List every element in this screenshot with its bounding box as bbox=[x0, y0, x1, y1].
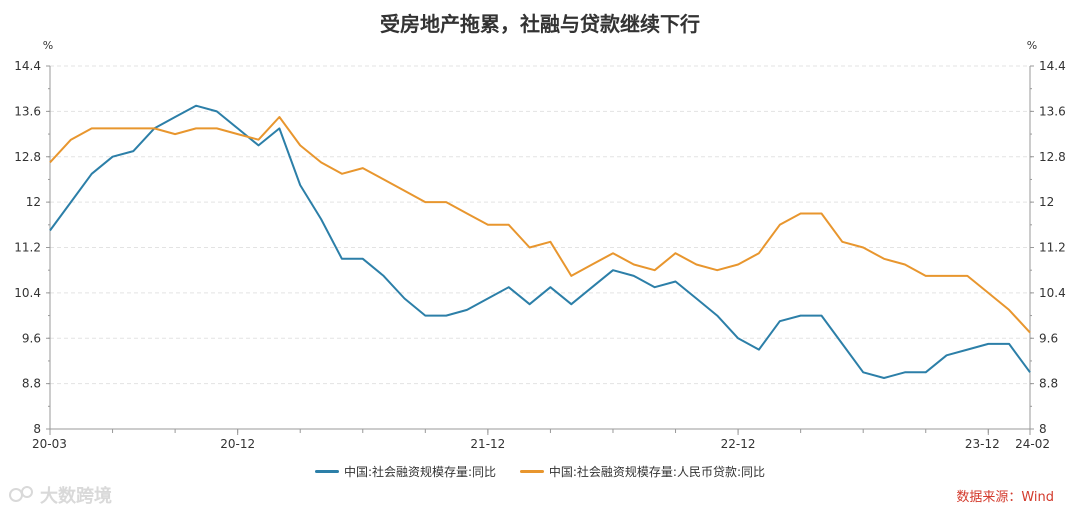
legend-item-series-1[interactable]: 中国:社会融资规模存量:同比 bbox=[314, 463, 497, 480]
x-tick-label: 23-12 bbox=[965, 437, 1000, 451]
x-tick-label: 20-12 bbox=[220, 437, 255, 451]
x-tick-label: 22-12 bbox=[721, 437, 756, 451]
y-tick-label-right: 14.4 bbox=[1039, 59, 1066, 73]
y-axis-unit-left: % bbox=[43, 39, 53, 52]
x-tick-label: 24-02 bbox=[1015, 437, 1050, 451]
logo-icon bbox=[9, 486, 33, 502]
series-line-2 bbox=[49, 116, 1031, 334]
series-lines bbox=[49, 104, 1031, 379]
y-tick-label-right: 12 bbox=[1039, 195, 1054, 209]
y-tick-label-right: 10.4 bbox=[1039, 286, 1066, 300]
y-axis-unit-right: % bbox=[1027, 39, 1037, 52]
y-tick-label-left: 11.2 bbox=[14, 241, 41, 255]
y-tick-label-left: 10.4 bbox=[14, 286, 41, 300]
y-tick-label-right: 8.8 bbox=[1039, 377, 1058, 391]
grid-lines bbox=[50, 65, 1030, 385]
y-tick-label-left: 13.6 bbox=[14, 104, 41, 118]
y-tick-label-right: 12.8 bbox=[1039, 150, 1066, 164]
legend-swatch-series-2 bbox=[519, 470, 544, 473]
y-tick-label-left: 12 bbox=[26, 195, 41, 209]
y-tick-label-left: 9.6 bbox=[22, 331, 41, 345]
data-source: 数据来源：Wind bbox=[956, 490, 1054, 505]
chart-title: 受房地产拖累，社融与贷款继续下行 bbox=[380, 12, 700, 36]
y-tick-label-right: 8 bbox=[1039, 422, 1047, 436]
y-tick-label-left: 12.8 bbox=[14, 150, 41, 164]
y-tick-label-left: 8 bbox=[33, 422, 41, 436]
legend-label-series-2: 中国:社会融资规模存量:人民币贷款:同比 bbox=[548, 465, 766, 479]
legend: 中国:社会融资规模存量:同比 中国:社会融资规模存量:人民币贷款:同比 bbox=[0, 462, 1080, 480]
watermark-logo: 大数跨境 bbox=[8, 482, 112, 508]
legend-label-series-1: 中国:社会融资规模存量:同比 bbox=[343, 465, 497, 479]
legend-item-series-2[interactable]: 中国:社会融资规模存量:人民币贷款:同比 bbox=[519, 463, 766, 480]
series-line-1 bbox=[49, 104, 1031, 379]
x-tick-label: 21-12 bbox=[470, 437, 505, 451]
axes bbox=[46, 65, 1034, 435]
y-tick-label-right: 11.2 bbox=[1039, 241, 1066, 255]
y-tick-label-left: 8.8 bbox=[22, 377, 41, 391]
axis-labels: 8 8 8.8 8.8 9.6 9.6 10.4 10.4 11.2 11.2 12 12 12.8 12… bbox=[14, 39, 1065, 451]
y-tick-label-right: 13.6 bbox=[1039, 104, 1066, 118]
legend-swatch-series-1 bbox=[314, 470, 339, 473]
watermark-text: 大数跨境 bbox=[40, 486, 112, 507]
y-tick-label-right: 9.6 bbox=[1039, 331, 1058, 345]
y-tick-label-left: 14.4 bbox=[14, 59, 41, 73]
x-tick-label: 20-03 bbox=[32, 437, 67, 451]
